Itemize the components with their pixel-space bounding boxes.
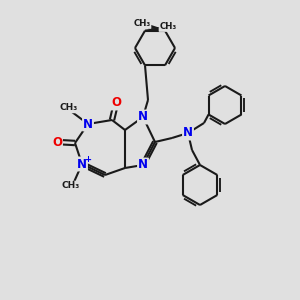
Text: +: + [85, 154, 92, 164]
Text: N: N [183, 127, 193, 140]
Text: CH₃: CH₃ [62, 182, 80, 190]
Text: N: N [77, 158, 87, 170]
Text: CH₃: CH₃ [159, 22, 177, 31]
Text: N: N [138, 110, 148, 124]
Text: CH₃: CH₃ [60, 103, 78, 112]
Text: O: O [52, 136, 62, 148]
Text: N: N [83, 118, 93, 130]
Text: CH₃: CH₃ [134, 19, 151, 28]
Text: O: O [111, 97, 121, 110]
Text: N: N [138, 158, 148, 172]
